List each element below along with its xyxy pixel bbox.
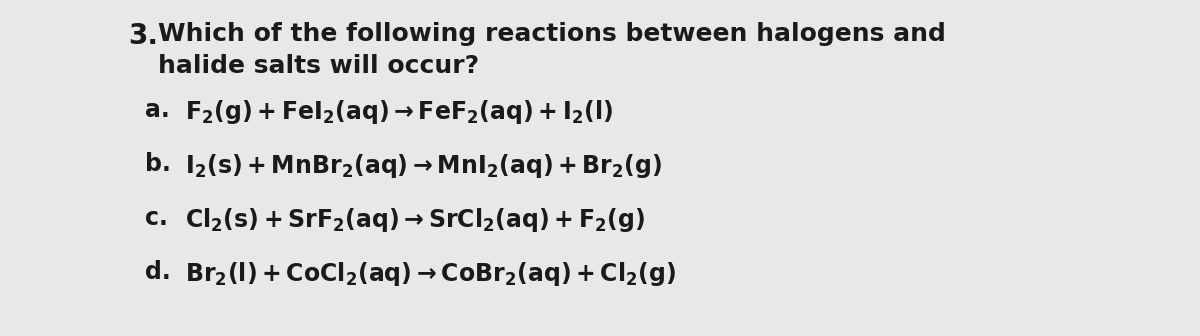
Text: halide salts will occur?: halide salts will occur? <box>158 54 479 78</box>
Text: $\mathbf{Cl_2(s) + SrF_2(aq) \rightarrow SrCl_2(aq) + F_2(g)}$: $\mathbf{Cl_2(s) + SrF_2(aq) \rightarrow… <box>185 206 646 234</box>
Text: c.: c. <box>145 206 168 230</box>
Text: d.: d. <box>145 260 170 284</box>
Text: $\mathbf{I_2(s) + MnBr_2(aq) \rightarrow MnI_2(aq) + Br_2(g)}$: $\mathbf{I_2(s) + MnBr_2(aq) \rightarrow… <box>185 152 662 180</box>
Text: $\mathbf{F_2(g) + FeI_2(aq) \rightarrow FeF_2(aq) + I_2(l)}$: $\mathbf{F_2(g) + FeI_2(aq) \rightarrow … <box>185 98 613 126</box>
Text: Which of the following reactions between halogens and: Which of the following reactions between… <box>158 22 946 46</box>
Text: 3.: 3. <box>128 22 158 50</box>
Text: $\mathbf{Br_2(l) + CoCl_2(aq) \rightarrow CoBr_2(aq) + Cl_2(g)}$: $\mathbf{Br_2(l) + CoCl_2(aq) \rightarro… <box>185 260 676 288</box>
Text: a.: a. <box>145 98 169 122</box>
Text: b.: b. <box>145 152 170 176</box>
